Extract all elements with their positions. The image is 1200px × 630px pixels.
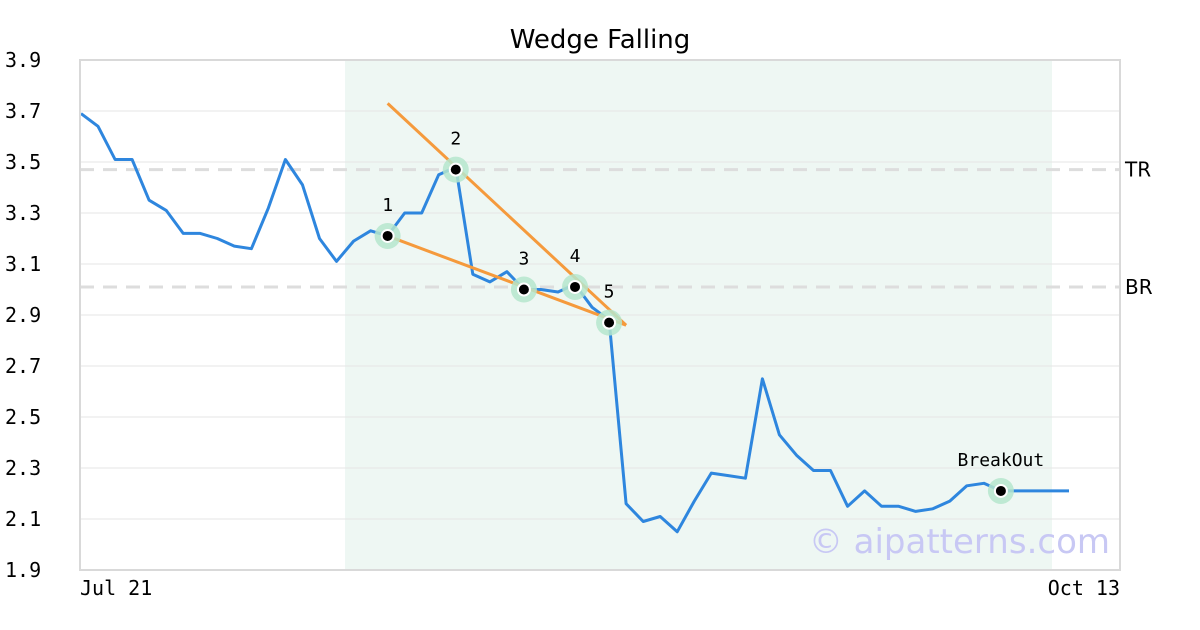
y-tick-label: 3.7 <box>5 99 41 123</box>
y-tick-label: 2.7 <box>5 354 41 378</box>
pattern-point-label: 3 <box>518 249 529 270</box>
pattern-point-label: 5 <box>604 282 615 303</box>
pattern-point <box>380 228 395 243</box>
pattern-point-label: 1 <box>382 195 393 216</box>
y-tick-label: 3.5 <box>5 150 41 174</box>
pattern-point <box>448 162 463 177</box>
reference-lines: TR BR <box>80 158 1153 299</box>
chart-title: Wedge Falling <box>510 25 691 55</box>
y-tick-label: 2.1 <box>5 507 41 531</box>
plot-frame <box>79 59 1121 571</box>
y-tick-label: 3.3 <box>5 201 41 225</box>
lower-trend-line <box>387 234 627 327</box>
y-tick-label: 3.1 <box>5 252 41 276</box>
watermark: © aipatterns.com <box>809 522 1110 562</box>
y-tick-label: 1.9 <box>5 558 41 582</box>
pattern-point <box>602 315 617 330</box>
reference-label-br: BR <box>1125 275 1153 299</box>
pattern-points: 1 2 3 4 5 BreakOut <box>374 129 1045 504</box>
pattern-point <box>993 483 1008 498</box>
y-tick-label: 2.9 <box>5 303 41 327</box>
y-tick-label: 3.9 <box>5 48 41 72</box>
y-tick-label: 2.5 <box>5 405 41 429</box>
pattern-point <box>516 282 531 297</box>
x-tick-label: Oct 13 <box>1048 576 1120 600</box>
reference-label-tr: TR <box>1124 158 1151 182</box>
y-axis-ticks: 1.9 2.1 2.3 2.5 2.7 2.9 3.1 3.3 3.5 3.7 3.9 <box>5 48 41 582</box>
pattern-point-label: 2 <box>450 129 461 150</box>
pattern-point <box>568 279 583 294</box>
x-tick-label: Jul 21 <box>80 576 152 600</box>
pattern-point-label: 4 <box>570 246 581 267</box>
x-axis-ticks: Jul 21 Oct 13 <box>80 576 1120 600</box>
y-tick-label: 2.3 <box>5 456 41 480</box>
pattern-point-label: BreakOut <box>958 450 1045 471</box>
